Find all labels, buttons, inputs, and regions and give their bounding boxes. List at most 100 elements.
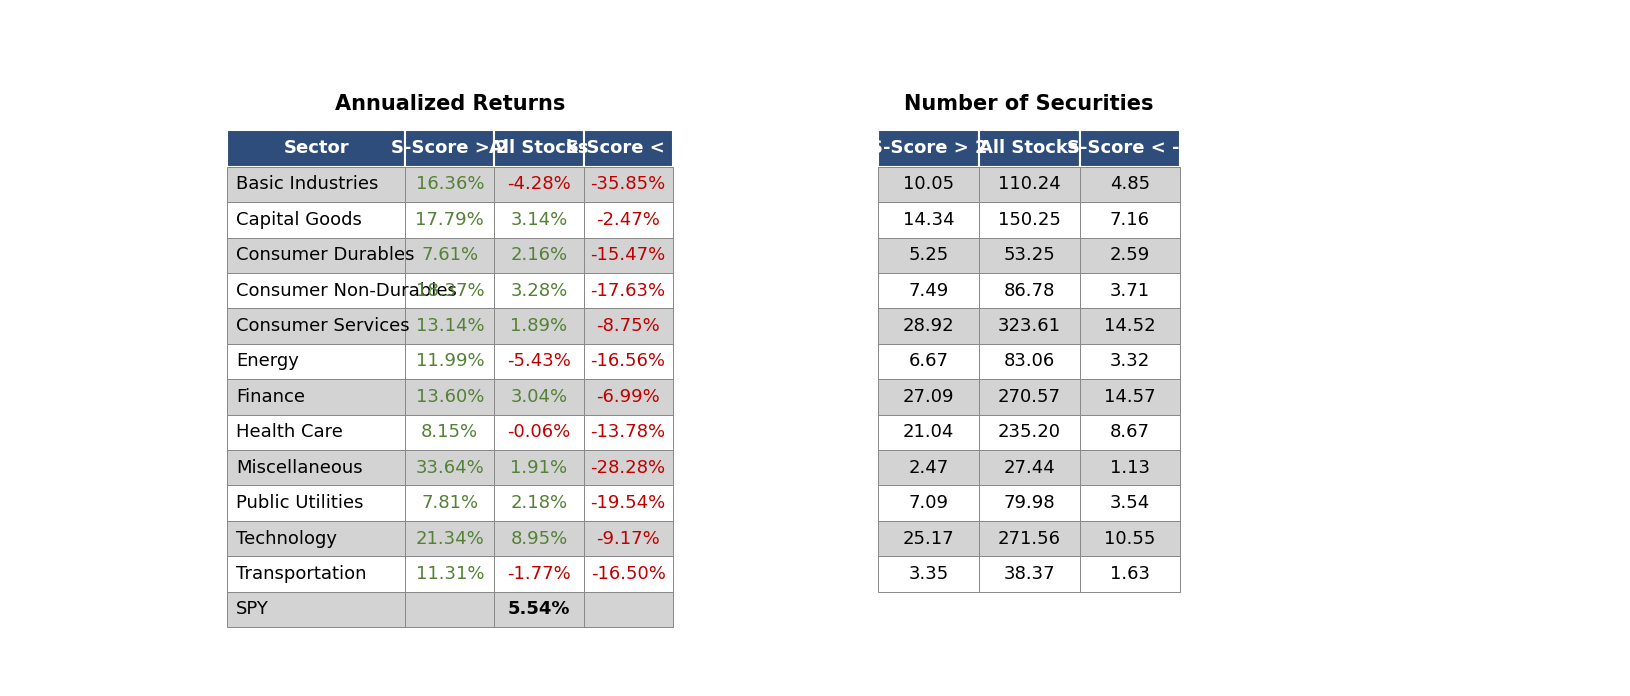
Text: Annualized Returns: Annualized Returns <box>334 94 566 114</box>
Bar <box>227 415 406 450</box>
Bar <box>978 450 1079 486</box>
Text: SPY: SPY <box>236 601 269 619</box>
Bar <box>1079 450 1180 486</box>
Text: 13.60%: 13.60% <box>416 388 484 406</box>
Bar <box>227 344 406 379</box>
Bar <box>494 202 584 237</box>
Bar <box>1079 273 1180 308</box>
Bar <box>406 273 494 308</box>
Text: 16.36%: 16.36% <box>416 175 484 193</box>
Text: -6.99%: -6.99% <box>597 388 660 406</box>
Bar <box>227 237 406 273</box>
Text: 5.54%: 5.54% <box>507 601 570 619</box>
Bar <box>227 450 406 486</box>
Bar <box>978 521 1079 556</box>
Bar <box>879 379 978 415</box>
Text: Basic Industries: Basic Industries <box>236 175 378 193</box>
Text: 3.54: 3.54 <box>1110 494 1151 512</box>
Text: -19.54%: -19.54% <box>590 494 665 512</box>
Bar <box>978 308 1079 344</box>
Bar <box>584 521 673 556</box>
Text: 2.16%: 2.16% <box>510 246 567 264</box>
Text: Capital Goods: Capital Goods <box>236 211 362 229</box>
Text: -16.50%: -16.50% <box>590 565 665 583</box>
Bar <box>494 521 584 556</box>
Bar <box>978 237 1079 273</box>
Text: 3.32: 3.32 <box>1110 352 1151 370</box>
Bar <box>879 521 978 556</box>
Bar <box>1079 202 1180 237</box>
Bar <box>978 415 1079 450</box>
Text: 79.98: 79.98 <box>1004 494 1055 512</box>
Text: 28.92: 28.92 <box>903 317 954 335</box>
Text: S-Score < -2: S-Score < -2 <box>1068 139 1193 157</box>
Text: 25.17: 25.17 <box>903 530 954 548</box>
Text: 13.14%: 13.14% <box>416 317 484 335</box>
Text: 1.89%: 1.89% <box>510 317 567 335</box>
Text: -5.43%: -5.43% <box>507 352 570 370</box>
Bar <box>978 379 1079 415</box>
Text: 7.49: 7.49 <box>908 282 949 300</box>
Bar <box>494 450 584 486</box>
Text: -28.28%: -28.28% <box>590 459 665 477</box>
Text: S-Score < -2: S-Score < -2 <box>566 139 691 157</box>
Text: 27.09: 27.09 <box>903 388 954 406</box>
Bar <box>1079 521 1180 556</box>
Bar <box>879 237 978 273</box>
Bar <box>1079 415 1180 450</box>
Bar <box>879 308 978 344</box>
Text: 2.59: 2.59 <box>1110 246 1151 264</box>
Text: 3.35: 3.35 <box>908 565 949 583</box>
Text: 86.78: 86.78 <box>1004 282 1055 300</box>
Bar <box>406 415 494 450</box>
Bar <box>1079 379 1180 415</box>
Bar <box>494 237 584 273</box>
Bar <box>584 166 673 202</box>
Bar <box>494 415 584 450</box>
Text: -35.85%: -35.85% <box>590 175 665 193</box>
Text: 10.55: 10.55 <box>1104 530 1156 548</box>
Text: 27.44: 27.44 <box>1002 459 1055 477</box>
Bar <box>1079 166 1180 202</box>
Bar <box>879 202 978 237</box>
Bar <box>406 129 494 166</box>
Bar <box>406 556 494 592</box>
Bar <box>879 556 978 592</box>
Bar <box>978 344 1079 379</box>
Bar <box>406 592 494 627</box>
Bar <box>879 129 978 166</box>
Text: Consumer Non-Durables: Consumer Non-Durables <box>236 282 456 300</box>
Text: 8.67: 8.67 <box>1110 423 1149 441</box>
Bar <box>584 344 673 379</box>
Text: 83.06: 83.06 <box>1004 352 1055 370</box>
Bar <box>584 415 673 450</box>
Text: -15.47%: -15.47% <box>590 246 665 264</box>
Bar <box>406 450 494 486</box>
Bar <box>584 379 673 415</box>
Bar <box>584 129 673 166</box>
Bar <box>227 486 406 521</box>
Text: 3.14%: 3.14% <box>510 211 567 229</box>
Text: All Stocks: All Stocks <box>489 139 588 157</box>
Text: -16.56%: -16.56% <box>590 352 665 370</box>
Text: Miscellaneous: Miscellaneous <box>236 459 363 477</box>
Bar <box>227 556 406 592</box>
Text: 14.52: 14.52 <box>1104 317 1156 335</box>
Text: 7.81%: 7.81% <box>421 494 478 512</box>
Text: -13.78%: -13.78% <box>590 423 665 441</box>
Text: 7.09: 7.09 <box>908 494 949 512</box>
Text: -2.47%: -2.47% <box>597 211 660 229</box>
Bar <box>227 379 406 415</box>
Text: Consumer Services: Consumer Services <box>236 317 409 335</box>
Bar <box>584 556 673 592</box>
Bar <box>584 486 673 521</box>
Text: S-Score > 2: S-Score > 2 <box>870 139 988 157</box>
Text: 8.15%: 8.15% <box>421 423 478 441</box>
Bar <box>227 273 406 308</box>
Bar <box>406 166 494 202</box>
Text: -17.63%: -17.63% <box>590 282 665 300</box>
Text: 53.25: 53.25 <box>1002 246 1055 264</box>
Bar <box>978 202 1079 237</box>
Bar <box>584 592 673 627</box>
Bar <box>584 237 673 273</box>
